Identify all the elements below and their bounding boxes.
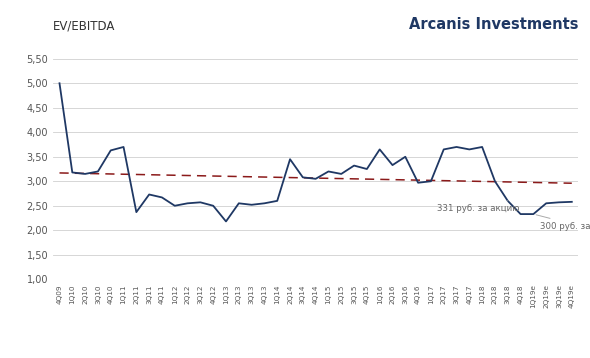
Text: EV/EBITDA: EV/EBITDA (53, 19, 116, 32)
Text: 300 руб. за акцию: 300 руб. за акцию (536, 215, 590, 231)
Text: Arcanis Investments: Arcanis Investments (409, 17, 578, 32)
Text: 331 руб. за акцию: 331 руб. за акцию (437, 201, 520, 213)
